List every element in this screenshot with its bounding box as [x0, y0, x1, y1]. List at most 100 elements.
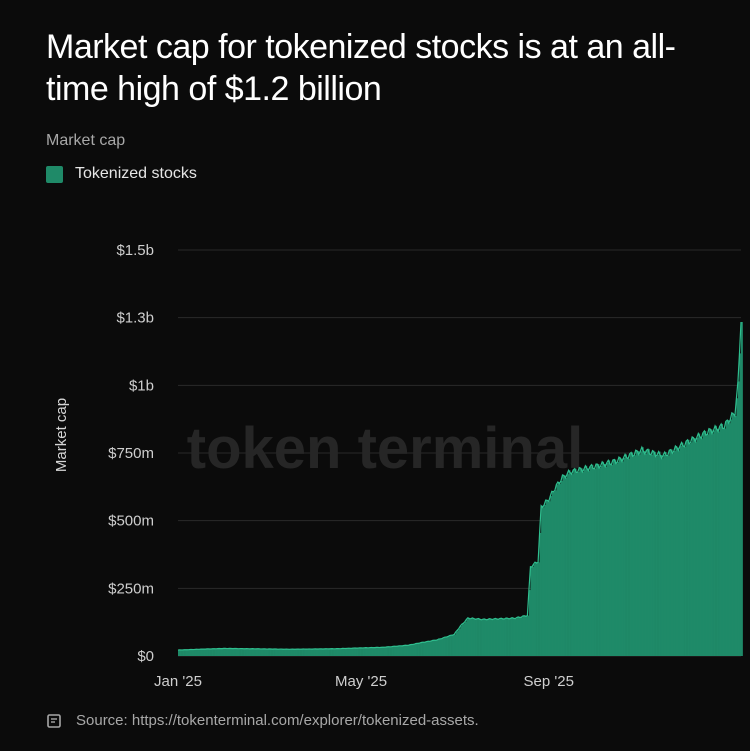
bar	[199, 649, 202, 656]
bar	[303, 648, 305, 656]
bar	[377, 647, 380, 656]
bar	[586, 468, 589, 656]
bar	[347, 648, 350, 656]
bar	[321, 648, 324, 656]
bar	[319, 648, 322, 656]
bar	[495, 618, 498, 656]
bar	[492, 619, 495, 656]
bar	[568, 470, 571, 656]
bar	[603, 463, 606, 656]
bar	[550, 496, 553, 656]
bar	[309, 648, 312, 656]
bar	[554, 490, 557, 656]
bar	[243, 648, 246, 656]
bar	[542, 507, 545, 656]
bar	[493, 618, 496, 656]
bar	[475, 619, 478, 656]
bar	[577, 472, 580, 656]
bar	[440, 638, 443, 656]
bar	[219, 648, 222, 656]
bar	[576, 472, 579, 656]
bar	[539, 532, 542, 656]
bar	[371, 647, 374, 656]
y-axis-ticks: $0 $250m $500m $750m $1b $1.3b $1.5b	[108, 242, 154, 665]
bar	[541, 505, 543, 656]
bar	[477, 618, 479, 656]
bar	[469, 618, 472, 656]
bar	[675, 445, 678, 656]
bar	[443, 637, 446, 656]
bar	[235, 648, 238, 656]
bar	[179, 649, 182, 656]
bar	[602, 461, 605, 656]
bar	[437, 639, 440, 656]
bar	[286, 649, 289, 656]
y-axis-label: Market cap	[53, 398, 70, 472]
bar	[499, 618, 502, 656]
bar	[274, 649, 276, 656]
bar	[257, 648, 260, 656]
bar	[229, 648, 232, 656]
bar	[409, 644, 412, 656]
bar	[652, 450, 655, 656]
bar	[390, 646, 392, 656]
bar	[585, 465, 588, 656]
bar	[693, 438, 696, 656]
bar	[487, 619, 490, 656]
bar	[617, 461, 620, 656]
bar	[446, 637, 449, 656]
bar	[661, 458, 664, 656]
bar	[315, 648, 318, 656]
bar	[739, 353, 742, 656]
bar	[194, 649, 197, 656]
bar	[466, 619, 469, 656]
bar	[271, 649, 273, 656]
bar	[266, 649, 269, 656]
bar	[516, 617, 519, 656]
bar	[301, 649, 304, 656]
bar	[293, 649, 296, 656]
bar	[316, 649, 319, 656]
x-axis-ticks: Jan '25 May '25 Sep '25	[154, 673, 574, 690]
bar	[255, 648, 258, 656]
bar	[376, 647, 379, 656]
bar	[412, 644, 415, 656]
bar	[728, 423, 731, 656]
bar	[551, 491, 554, 656]
bar	[272, 649, 275, 656]
bar	[292, 649, 295, 656]
bar	[464, 621, 467, 656]
bar	[234, 648, 237, 656]
bar	[197, 649, 200, 656]
x-tick-label: Sep '25	[524, 673, 574, 690]
bar	[191, 649, 194, 656]
bar	[618, 457, 621, 656]
bar	[567, 474, 569, 656]
bar	[333, 648, 336, 656]
bar	[698, 433, 701, 656]
bar	[284, 649, 287, 656]
bar	[190, 649, 193, 656]
bar	[531, 566, 534, 656]
series-top-line	[177, 321, 742, 651]
bar	[527, 615, 530, 656]
bar	[687, 439, 690, 656]
bar	[358, 648, 360, 656]
bar	[548, 501, 551, 656]
bar	[579, 467, 582, 656]
source-text: Source: https://tokenterminal.com/explor…	[76, 712, 479, 729]
bar	[240, 648, 243, 656]
bar	[460, 626, 463, 656]
bar	[297, 649, 299, 656]
bar	[290, 649, 293, 656]
bar	[593, 468, 595, 656]
bar	[289, 649, 292, 656]
bar	[341, 648, 344, 656]
bar	[304, 649, 307, 656]
bar	[559, 483, 562, 656]
bar	[736, 398, 739, 656]
bar	[402, 645, 405, 656]
bar	[626, 457, 629, 656]
bar	[644, 454, 647, 656]
bar	[507, 618, 510, 656]
